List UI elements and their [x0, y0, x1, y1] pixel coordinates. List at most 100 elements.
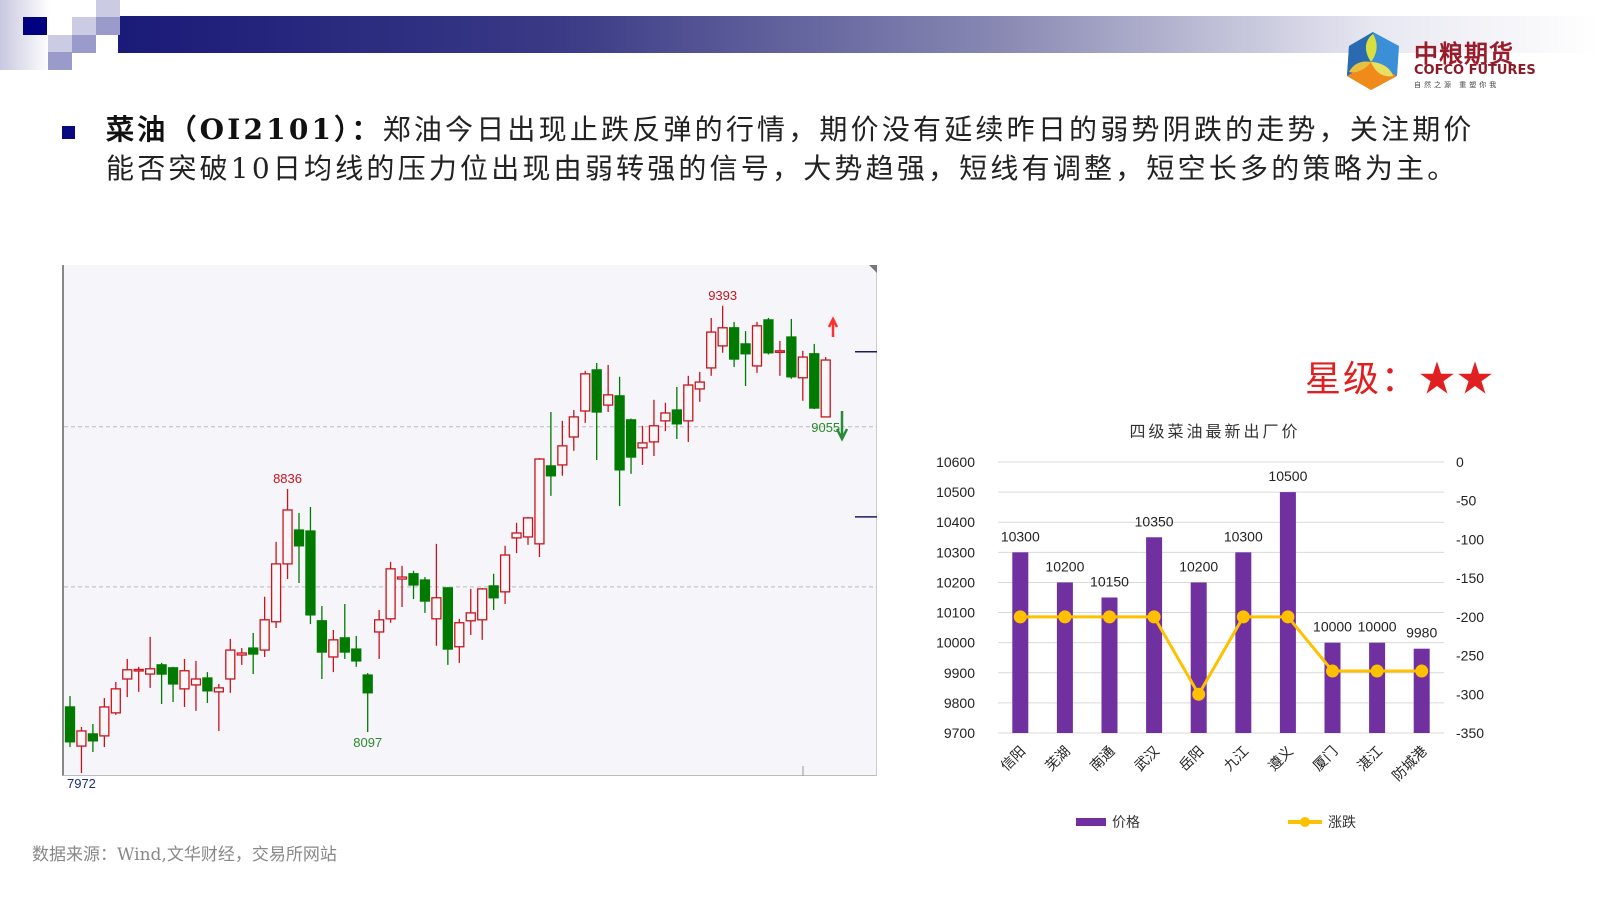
candle-body: [282, 509, 293, 565]
candle-body: [122, 669, 133, 680]
change-point: [1370, 664, 1384, 678]
candle-body: [511, 532, 522, 539]
left-axis-tick-label: 10100: [936, 605, 975, 621]
category-label: 遵义: [1265, 743, 1297, 775]
right-axis-tick-label: -50: [1456, 493, 1476, 509]
star-rating: 星级：★★: [1305, 350, 1495, 402]
change-point: [1192, 687, 1206, 701]
left-axis-tick-label: 10200: [936, 574, 975, 590]
candle-body: [499, 554, 511, 593]
legend-line-swatch: [1288, 817, 1322, 827]
price-bar: [1012, 552, 1029, 733]
category-label: 防城港: [1390, 744, 1431, 785]
candle-body: [660, 412, 671, 422]
left-axis-tick-label: 10300: [936, 544, 975, 560]
candle-body: [706, 331, 717, 369]
right-axis-tick-label: -350: [1456, 725, 1484, 741]
change-point: [1058, 610, 1072, 624]
candle-body: [408, 573, 419, 586]
candle-body: [763, 319, 774, 354]
category-label: 芜湖: [1042, 743, 1074, 775]
bar-data-label: 10300: [1001, 528, 1040, 544]
candle-body: [396, 576, 408, 580]
candle-body: [305, 530, 316, 616]
candle-body: [190, 678, 202, 686]
candle-body: [671, 409, 682, 425]
candle-body: [145, 668, 156, 675]
legend-item-change: 涨跌: [1288, 812, 1356, 832]
category-label: 厦门: [1310, 744, 1341, 775]
category-label: 岳阳: [1176, 744, 1207, 775]
candle-body: [213, 687, 225, 693]
change-point: [1415, 664, 1429, 678]
category-label: 南通: [1087, 744, 1118, 775]
candle-body: [202, 677, 213, 692]
bullet-icon: [62, 126, 75, 139]
candle-body: [87, 733, 99, 742]
candle-body: [717, 327, 728, 347]
change-point: [1147, 610, 1161, 624]
logo-name-en: COFCO FUTURES: [1414, 63, 1536, 78]
candle-body: [522, 517, 534, 538]
candle-body: [683, 384, 694, 422]
candle-body: [786, 336, 797, 378]
candle-body: [99, 706, 110, 737]
candle-body: [351, 648, 362, 662]
header-fade: [0, 0, 50, 70]
legend-label-price: 价格: [1112, 815, 1140, 831]
candle-body: [591, 369, 602, 413]
bar-data-label: 10350: [1135, 513, 1174, 529]
right-axis-tick-label: -200: [1456, 609, 1484, 625]
candle-body: [477, 588, 488, 621]
price-annotation: 8836: [273, 471, 302, 486]
candle-body: [64, 706, 76, 743]
candle-body: [820, 359, 831, 418]
price-bar: [1146, 537, 1163, 733]
change-point: [1281, 610, 1295, 624]
rating-stars: ★★: [1419, 359, 1496, 400]
chart-corner-marker: [869, 265, 877, 273]
candle-body: [648, 425, 660, 443]
bar-chart-title: 四级菜油最新出厂价: [1129, 422, 1301, 441]
right-axis-tick-label: 0: [1456, 454, 1464, 470]
right-axis-tick-label: -100: [1456, 531, 1484, 547]
candle-body: [728, 327, 740, 360]
commentary-paragraph: 菜油（OI2101）：郑油今日出现止跌反弹的行情，期价没有延续昨日的弱势阴跌的走…: [106, 110, 1486, 188]
candle-body: [557, 445, 568, 466]
bar-data-label: 10150: [1090, 574, 1129, 590]
logo-tagline: 自然之源 重塑你我: [1414, 81, 1500, 89]
price-annotation: 9055: [811, 420, 840, 435]
candle-body: [625, 419, 637, 458]
category-label: 武汉: [1132, 744, 1163, 775]
left-axis-tick-label: 9700: [944, 725, 975, 741]
bar-data-label: 10200: [1045, 558, 1084, 574]
candle-body: [328, 639, 339, 658]
candle-body: [167, 667, 179, 685]
change-point: [1013, 610, 1027, 624]
price-bar: [1101, 597, 1118, 733]
bar-data-label: 10200: [1179, 558, 1218, 574]
cofco-logo-icon: [1347, 32, 1399, 90]
commentary-body: 郑油今日出现止跌反弹的行情，期价没有延续昨日的弱势阴跌的走势，关注期价能否突破1…: [106, 113, 1475, 185]
candle-body: [809, 353, 820, 409]
candle-body: [225, 649, 236, 680]
candle-body: [580, 373, 591, 412]
candle-body: [637, 442, 648, 449]
change-point: [1326, 664, 1339, 678]
candle-body: [568, 416, 579, 438]
left-axis-tick-label: 10500: [936, 484, 975, 500]
candle-body: [373, 619, 385, 633]
category-label: 信阳: [998, 744, 1029, 775]
candle-body: [133, 668, 144, 672]
up-arrow-icon: [827, 316, 839, 337]
candle-body: [419, 579, 431, 602]
candle-body: [774, 350, 786, 353]
candlestick-chart: 7972 8836 8097 9393 9055: [64, 288, 877, 791]
candle-body: [270, 563, 282, 623]
category-label: 九江: [1221, 744, 1252, 775]
candle-body: [797, 356, 808, 379]
price-annotation: 8097: [353, 735, 382, 750]
left-axis-tick-label: 9900: [944, 665, 975, 681]
candle-body: [316, 620, 328, 653]
candle-body: [248, 647, 259, 655]
